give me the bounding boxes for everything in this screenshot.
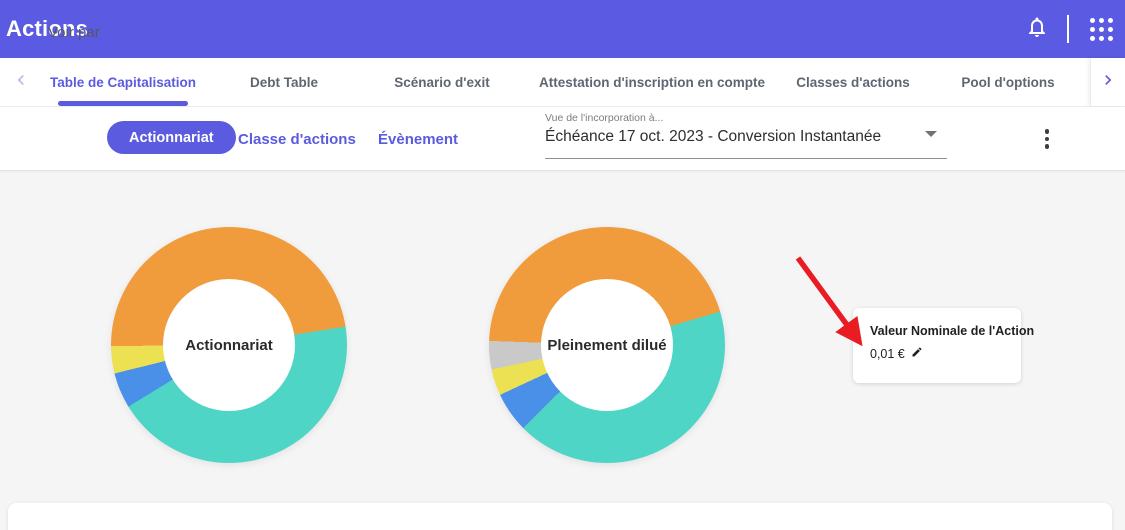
donut-center: Pleinement dilué: [541, 279, 673, 411]
donut-center-label: Pleinement dilué: [547, 336, 667, 354]
chevron-left-icon: [11, 70, 31, 95]
filter-actionnariat-button[interactable]: Actionnariat: [107, 121, 236, 154]
tab-classes-actions[interactable]: Classes d'actions: [796, 74, 910, 90]
incorporation-view-value: Échéance 17 oct. 2023 - Conversion Insta…: [545, 128, 882, 145]
kebab-icon: [1044, 129, 1050, 134]
nominal-value-title: Valeur Nominale de l'Action: [870, 324, 1035, 338]
tabs-scroll-right-button[interactable]: [1090, 58, 1125, 106]
donut-chart-actionnariat[interactable]: Actionnariat: [111, 227, 347, 463]
nominal-value-edit[interactable]: 0,01 €: [870, 346, 1007, 361]
page-title: Actions: [6, 16, 89, 41]
apps-menu-button[interactable]: [1079, 7, 1123, 51]
nominal-value-amount: 0,01 €: [870, 346, 905, 361]
tab-attestation-inscription[interactable]: Attestation d'inscription en compte: [539, 74, 765, 90]
chevron-right-icon: [1098, 70, 1118, 95]
tab-pool-options[interactable]: Pool d'options: [961, 74, 1055, 90]
tabs-scroll-left-button[interactable]: [8, 58, 34, 106]
incorporation-view-select[interactable]: Vue de l'incorporation à... Échéance 17 …: [545, 112, 947, 159]
bottom-panel: [8, 503, 1112, 530]
bell-icon: [1025, 15, 1049, 44]
donut-center-label: Actionnariat: [185, 336, 273, 354]
header-divider: [1067, 15, 1069, 43]
filter-evenement-button[interactable]: Évènement: [378, 130, 459, 148]
view-by-label: Voir par: [48, 23, 100, 41]
pencil-icon: [911, 346, 923, 361]
filter-classe-actions-button[interactable]: Classe d'actions: [238, 130, 356, 148]
donut-chart-pleinement-dilue[interactable]: Pleinement dilué: [489, 227, 725, 463]
app-header: Actions: [0, 0, 1125, 58]
tab-bar: Table de Capitalisation Debt Table Scéna…: [0, 58, 1125, 107]
select-underline: [545, 158, 947, 159]
notifications-button[interactable]: [1015, 7, 1059, 51]
tab-scenario-exit[interactable]: Scénario d'exit: [394, 74, 490, 90]
donut-center: Actionnariat: [163, 279, 295, 411]
caret-down-icon: [925, 131, 937, 137]
incorporation-view-label: Vue de l'incorporation à...: [545, 112, 664, 124]
tab-table-de-capitalisation[interactable]: Table de Capitalisation: [49, 74, 197, 90]
header-actions: [1015, 0, 1125, 58]
tab-debt-table[interactable]: Debt Table: [249, 74, 319, 90]
grid-icon: [1089, 17, 1113, 41]
overflow-menu-button[interactable]: [1036, 117, 1058, 161]
active-tab-indicator: [58, 101, 188, 106]
nominal-value-card: Valeur Nominale de l'Action 0,01 €: [853, 308, 1035, 383]
